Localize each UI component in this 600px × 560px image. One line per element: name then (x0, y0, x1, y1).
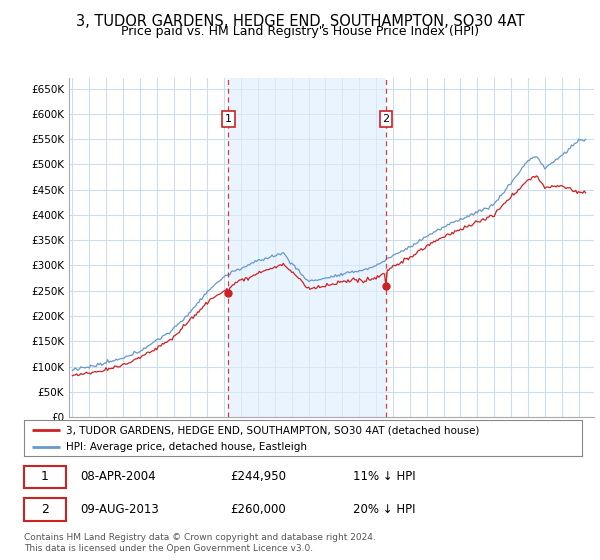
Text: 3, TUDOR GARDENS, HEDGE END, SOUTHAMPTON, SO30 4AT: 3, TUDOR GARDENS, HEDGE END, SOUTHAMPTON… (76, 14, 524, 29)
Text: Contains HM Land Registry data © Crown copyright and database right 2024.
This d: Contains HM Land Registry data © Crown c… (24, 533, 376, 553)
Text: 09-AUG-2013: 09-AUG-2013 (80, 503, 158, 516)
Text: 2: 2 (382, 114, 389, 124)
Text: 20% ↓ HPI: 20% ↓ HPI (353, 503, 416, 516)
Text: 11% ↓ HPI: 11% ↓ HPI (353, 470, 416, 483)
Text: 3, TUDOR GARDENS, HEDGE END, SOUTHAMPTON, SO30 4AT (detached house): 3, TUDOR GARDENS, HEDGE END, SOUTHAMPTON… (66, 425, 479, 435)
FancyBboxPatch shape (24, 465, 66, 488)
Text: £244,950: £244,950 (230, 470, 286, 483)
Text: 2: 2 (41, 503, 49, 516)
Text: HPI: Average price, detached house, Eastleigh: HPI: Average price, detached house, East… (66, 442, 307, 452)
FancyBboxPatch shape (24, 498, 66, 521)
Bar (229, 78, 386, 417)
Text: Price paid vs. HM Land Registry's House Price Index (HPI): Price paid vs. HM Land Registry's House … (121, 25, 479, 38)
Text: £260,000: £260,000 (230, 503, 286, 516)
Text: 1: 1 (225, 114, 232, 124)
Text: 08-APR-2004: 08-APR-2004 (80, 470, 155, 483)
Text: 1: 1 (41, 470, 49, 483)
